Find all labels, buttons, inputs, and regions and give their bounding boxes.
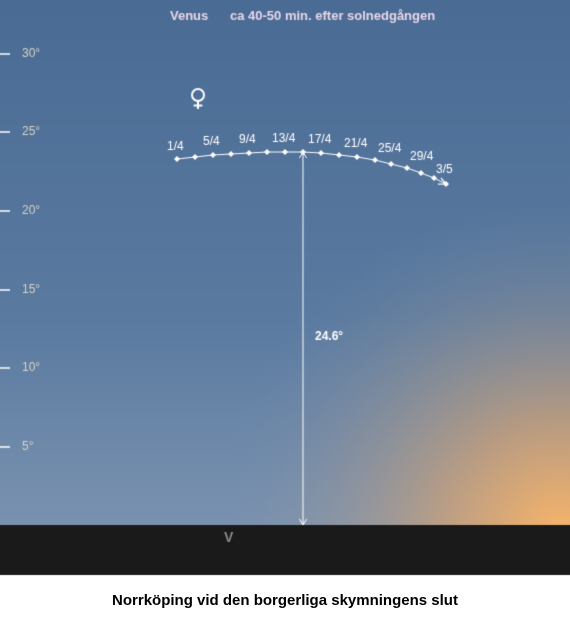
sky-chart-canvas	[0, 0, 570, 617]
caption-text: Norrköping vid den borgerliga skymningen…	[0, 592, 570, 609]
